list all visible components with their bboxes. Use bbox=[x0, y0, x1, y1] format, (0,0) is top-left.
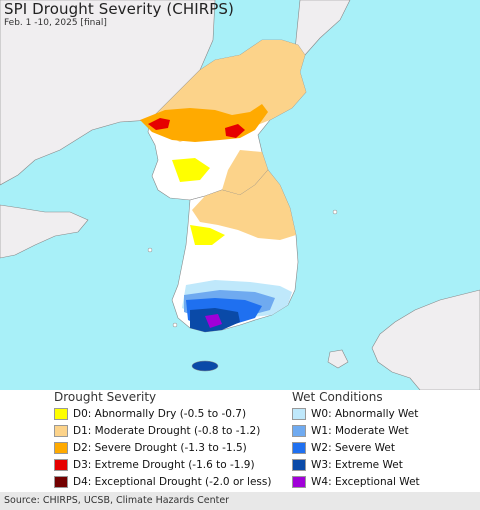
legend-item-w1: W1: Moderate Wet bbox=[292, 423, 409, 439]
nk-d0 bbox=[172, 158, 210, 182]
legend-label-w3: W3: Extreme Wet bbox=[311, 459, 403, 471]
legend-panel: Drought Severity Wet Conditions D0: Abno… bbox=[0, 390, 480, 490]
small-island-2 bbox=[172, 322, 178, 328]
swatch-w2 bbox=[292, 442, 306, 454]
source-footer: Source: CHIRPS, UCSB, Climate Hazards Ce… bbox=[0, 492, 480, 510]
swatch-d1 bbox=[54, 425, 68, 437]
small-island bbox=[147, 247, 153, 253]
legend-label-d2: D2: Severe Drought (-1.3 to -1.5) bbox=[73, 442, 247, 454]
legend-item-d4: D4: Exceptional Drought (-2.0 or less) bbox=[54, 474, 271, 490]
legend-label-w1: W1: Moderate Wet bbox=[311, 425, 409, 437]
legend-label-d1: D1: Moderate Drought (-0.8 to -1.2) bbox=[73, 425, 261, 437]
legend-label-d0: D0: Abnormally Dry (-0.5 to -0.7) bbox=[73, 408, 247, 420]
jeju-island bbox=[191, 360, 219, 372]
legend-item-d1: D1: Moderate Drought (-0.8 to -1.2) bbox=[54, 423, 260, 439]
legend-item-w3: W3: Extreme Wet bbox=[292, 457, 403, 473]
wet-legend-heading: Wet Conditions bbox=[292, 390, 383, 404]
legend-item-w0: W0: Abnormally Wet bbox=[292, 406, 418, 422]
japan-landmass bbox=[371, 289, 480, 390]
sk-drought-d1 bbox=[192, 170, 296, 240]
legend-label-w2: W2: Severe Wet bbox=[311, 442, 395, 454]
japan-islet bbox=[327, 349, 349, 369]
legend-label-d3: D3: Extreme Drought (-1.6 to -1.9) bbox=[73, 459, 255, 471]
ulleung-island bbox=[332, 209, 338, 215]
map-title: SPI Drought Severity (CHIRPS) bbox=[4, 0, 234, 18]
swatch-d0 bbox=[54, 408, 68, 420]
legend-label-d4: D4: Exceptional Drought (-2.0 or less) bbox=[73, 476, 272, 488]
legend-label-w0: W0: Abnormally Wet bbox=[311, 408, 419, 420]
legend-label-w4: W4: Exceptional Wet bbox=[311, 476, 420, 488]
swatch-d2 bbox=[54, 442, 68, 454]
legend-item-d2: D2: Severe Drought (-1.3 to -1.5) bbox=[54, 440, 247, 456]
legend-item-d0: D0: Abnormally Dry (-0.5 to -0.7) bbox=[54, 406, 246, 422]
drought-legend-heading: Drought Severity bbox=[54, 390, 157, 404]
legend-item-w2: W2: Severe Wet bbox=[292, 440, 395, 456]
sk-wet-w4 bbox=[205, 314, 222, 328]
swatch-w1 bbox=[292, 425, 306, 437]
swatch-d4 bbox=[54, 476, 68, 488]
legend-item-d3: D3: Extreme Drought (-1.6 to -1.9) bbox=[54, 457, 255, 473]
nk-east-d1 bbox=[222, 150, 268, 195]
swatch-d3 bbox=[54, 459, 68, 471]
nk-drought-d3b bbox=[225, 124, 245, 138]
china-landmass bbox=[0, 0, 216, 186]
sk-drought-d0 bbox=[190, 225, 225, 245]
swatch-w4 bbox=[292, 476, 306, 488]
swatch-w0 bbox=[292, 408, 306, 420]
drought-map bbox=[0, 0, 480, 390]
nk-drought-d3 bbox=[148, 118, 170, 130]
map-subtitle: Feb. 1 -10, 2025 [final] bbox=[4, 18, 107, 28]
swatch-w3 bbox=[292, 459, 306, 471]
legend-item-w4: W4: Exceptional Wet bbox=[292, 474, 420, 490]
shandong-peninsula bbox=[0, 204, 89, 259]
